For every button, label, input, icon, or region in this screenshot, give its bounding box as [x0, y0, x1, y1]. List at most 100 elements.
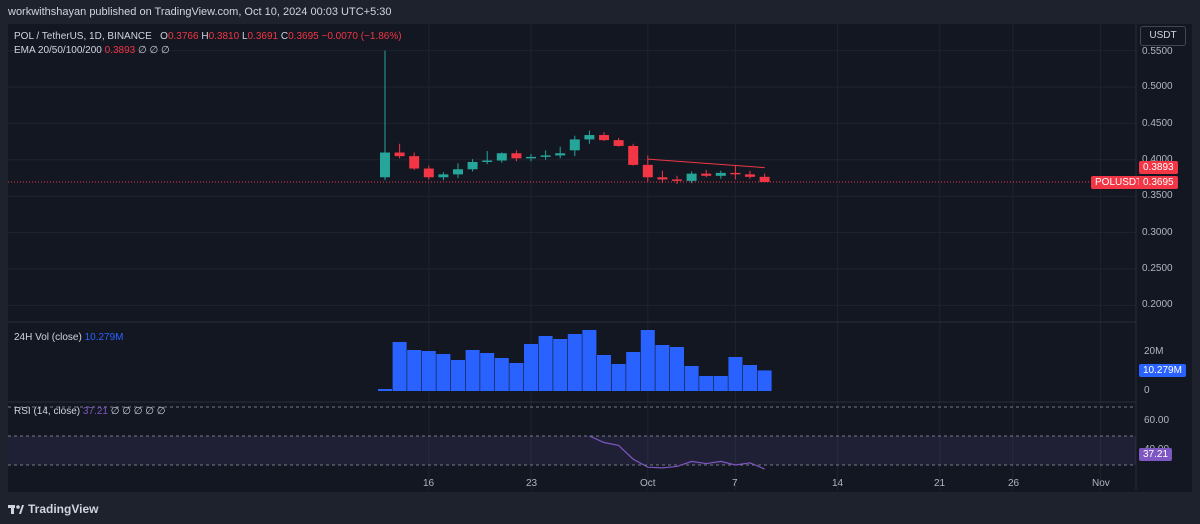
candle-body [482, 160, 493, 162]
candle-body [511, 153, 522, 159]
volume-bar [757, 370, 772, 391]
ohlc-open-label: O [160, 31, 168, 42]
rsi-badge: 37.21 [1139, 448, 1173, 461]
candle-body [540, 155, 551, 157]
footer-brand: TradingView [28, 502, 99, 516]
ohlc-low: 0.3691 [247, 31, 279, 42]
last-price-badge: 0.3695 [1139, 176, 1178, 189]
volume-bar [567, 334, 582, 391]
volume-legend[interactable]: 24H Vol (close) 10.279M [14, 332, 124, 343]
candle-body [423, 168, 434, 178]
candle-body [672, 179, 682, 181]
price-tick: 0.4500 [1142, 118, 1173, 129]
rsi-nulls: ∅ ∅ ∅ ∅ ∅ [110, 406, 166, 417]
rsi-line [589, 435, 765, 470]
volume-tick: 0 [1144, 385, 1150, 396]
ohlc-high: 0.3810 [208, 31, 240, 42]
candle-body [526, 156, 536, 159]
volume-bar [436, 354, 451, 391]
candle-body [453, 169, 463, 175]
tradingview-logo[interactable]: TradingView [8, 502, 98, 516]
ohlc-change: −0.0070 (−1.86%) [321, 31, 402, 42]
candle-body [613, 140, 624, 146]
ohlc-close-label: C [280, 31, 289, 42]
chart-area[interactable] [8, 24, 1192, 492]
volume-bar [713, 376, 728, 391]
symbol-title: POL / TetherUS, 1D, BINANCE [14, 31, 152, 42]
volume-bar [480, 353, 495, 391]
volume-bar [421, 351, 436, 391]
x-tick: 14 [832, 478, 844, 489]
volume-bar [582, 330, 597, 391]
rsi-value: 37.21 [82, 406, 108, 417]
candle-body [394, 152, 405, 157]
ema-value: 0.3893 [104, 45, 136, 56]
candle-body [730, 172, 741, 175]
volume-bar [626, 352, 641, 391]
candle-body [745, 174, 755, 177]
candle-body [569, 139, 580, 151]
volume-bar [465, 350, 480, 391]
volume-bar [553, 339, 568, 391]
ohlc-high-label: H [201, 31, 209, 42]
symbol-price-badge: POLUSDT [1091, 176, 1147, 189]
volume-bar [699, 376, 714, 391]
price-tick: 0.4000 [1142, 154, 1173, 165]
rsi-label: RSI (14, close) [14, 406, 81, 417]
candle-body [409, 156, 420, 169]
grid-lines [8, 24, 1136, 490]
volume-bar [451, 360, 465, 391]
price-tick: 0.2000 [1142, 299, 1173, 310]
volume-tick: 20M [1144, 346, 1164, 357]
candles [380, 50, 770, 184]
candle-body [467, 161, 478, 170]
candle-body [715, 172, 726, 176]
symbol-legend[interactable]: POL / TetherUS, 1D, BINANCE O0.3766 H0.3… [14, 31, 402, 42]
ema-legend[interactable]: EMA 20/50/100/200 0.3893 ∅ ∅ ∅ [14, 45, 170, 56]
candle-body [438, 174, 449, 178]
currency-button[interactable]: USDT [1140, 26, 1186, 46]
publish-info: workwithshayan published on TradingView.… [8, 6, 392, 18]
candle-body [657, 177, 668, 180]
candle-body [380, 152, 390, 178]
candle-body [701, 173, 712, 176]
price-tick: 0.2500 [1142, 263, 1173, 274]
ema-price-badge: 0.3893 [1139, 161, 1178, 174]
x-tick: 7 [732, 478, 738, 489]
volume-bar [597, 355, 611, 391]
volume-bar [524, 344, 538, 391]
ohlc-close: 0.3695 [288, 31, 319, 42]
volume-label: 24H Vol (close) [14, 332, 82, 343]
rsi-tick: 60.00 [1144, 415, 1170, 426]
ohlc-open: 0.3766 [167, 31, 199, 42]
ema-label: EMA 20/50/100/200 [14, 45, 102, 56]
candle-body [584, 135, 595, 140]
volume-value: 10.279M [84, 332, 124, 343]
volume-bar [378, 389, 392, 391]
candle-body [628, 145, 639, 165]
volume-bar [407, 350, 422, 391]
volume-bar [392, 342, 407, 391]
publish-bar: workwithshayan published on TradingView.… [0, 0, 1200, 24]
x-tick: Nov [1092, 478, 1110, 489]
ohlc-low-label: L [241, 31, 248, 42]
price-tick: 0.3500 [1142, 190, 1173, 201]
volume-bar [655, 345, 670, 391]
x-tick: Oct [640, 478, 656, 489]
candle-body [642, 164, 653, 178]
volume-bars [378, 330, 772, 391]
x-tick: 16 [423, 478, 435, 489]
price-tick: 0.5000 [1142, 81, 1173, 92]
volume-bar [670, 347, 684, 391]
price-tick: 0.3000 [1142, 227, 1173, 238]
candle-body [599, 135, 609, 141]
rsi-legend[interactable]: RSI (14, close) 37.21 ∅ ∅ ∅ ∅ ∅ [14, 406, 165, 417]
volume-bar [743, 365, 757, 391]
ema-line [647, 158, 765, 169]
volume-bar [684, 366, 699, 391]
volume-bar [640, 330, 655, 391]
volume-bar [494, 358, 509, 391]
candle-body [555, 153, 566, 156]
volume-badge: 10.279M [1139, 364, 1186, 377]
